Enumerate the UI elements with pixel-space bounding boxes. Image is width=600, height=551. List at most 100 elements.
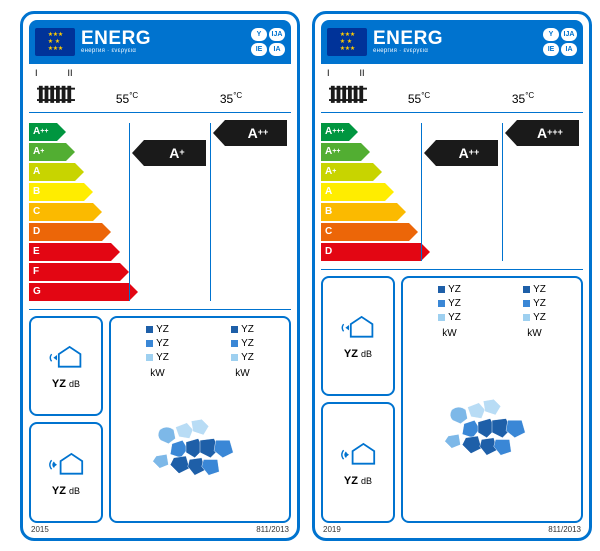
scale-bar: B: [29, 183, 84, 201]
scale-bar: A: [321, 183, 385, 201]
energy-label: ★ ★ ★★ ★★ ★ ★ENERGенергия · ενεργειαYIJA…: [20, 11, 300, 541]
temp-columns: 55°C 35°C: [75, 91, 283, 106]
lang-code: Y: [251, 28, 267, 41]
rating-pointer-low: A++: [225, 120, 287, 146]
rating-col-low: A+++: [502, 123, 583, 261]
model-field: II: [360, 68, 365, 78]
sound-value: YZ dB: [344, 348, 372, 360]
bottom-zone: YZ dB YZ dB YZYZYZYZYZYZkWkW: [321, 276, 583, 523]
bottom-zone: YZ dBYZ dBYZYZYZYZYZYZkWkW: [29, 316, 291, 523]
temp-low: 35°C: [220, 91, 242, 106]
color-square-icon: [523, 300, 530, 307]
efficiency-scale-zone: A++ A+ ABCDEFGA+ A++: [29, 119, 291, 310]
label-footer: 2015 811/2013: [23, 523, 297, 538]
power-cell: YZ: [407, 284, 492, 295]
radiator-icon: [37, 82, 75, 106]
power-unit: kW: [115, 366, 200, 379]
sound-indoor-box: YZ dB: [29, 316, 103, 417]
scale-bar: C: [29, 203, 93, 221]
sound-outdoor-icon: [340, 438, 376, 471]
year-text: 2015: [31, 525, 49, 534]
efficiency-scale: A++A+ABCDEFG: [29, 123, 129, 301]
color-square-icon: [231, 326, 238, 333]
temp-low: 35°C: [512, 91, 534, 106]
scale-bar: A: [29, 163, 75, 181]
temp-high: 55°C: [116, 91, 138, 106]
column-header: 55°C 35°C: [321, 80, 583, 113]
rating-col-high: A++: [421, 123, 502, 261]
color-square-icon: [438, 314, 445, 321]
color-square-icon: [146, 340, 153, 347]
sound-indoor-icon: [48, 341, 84, 374]
sound-indoor-icon: [340, 311, 376, 344]
lang-code: IE: [251, 43, 267, 56]
power-cell: YZ: [407, 312, 492, 323]
lang-codes: YIJAIEIA: [251, 28, 285, 56]
label-header: ★ ★ ★★ ★★ ★ ★ENERGенергия · ενεργειαYIJA…: [29, 20, 291, 64]
efficiency-scale-zone: A+++A++A+ABCDA++A+++: [321, 119, 583, 270]
power-cell: YZ: [492, 284, 577, 295]
eu-flag-icon: ★ ★ ★★ ★★ ★ ★: [35, 28, 75, 56]
color-square-icon: [523, 314, 530, 321]
power-grid: YZYZYZYZYZYZkWkW: [407, 284, 577, 339]
scale-bar: A+++: [321, 123, 349, 141]
energ-subtitle: енергия · ενεργεια: [81, 48, 245, 54]
regulation-text: 811/2013: [548, 525, 581, 534]
label-header: ★ ★ ★★ ★★ ★ ★ENERGенергия · ενεργειαYIJA…: [321, 20, 583, 64]
power-cell: YZ: [407, 298, 492, 309]
supplier-row: III: [23, 64, 297, 80]
color-square-icon: [231, 340, 238, 347]
lang-code: Y: [543, 28, 559, 41]
energ-word: ENERG: [373, 29, 537, 48]
sound-column: YZ dB YZ dB: [321, 276, 395, 523]
color-square-icon: [523, 286, 530, 293]
power-box: YZYZYZYZYZYZkWkW: [109, 316, 291, 523]
scale-bar: G: [29, 283, 129, 301]
scale-bar: A++: [29, 123, 57, 141]
regulation-text: 811/2013: [256, 525, 289, 534]
supplier-field: I: [327, 68, 330, 78]
scale-bar: B: [321, 203, 397, 221]
color-square-icon: [146, 354, 153, 361]
lang-code: IA: [561, 43, 577, 56]
scale-bar: D: [321, 243, 421, 261]
energ-subtitle: енергия · ενεργεια: [373, 48, 537, 54]
power-cell: YZ: [115, 324, 200, 335]
eu-map-icon: [407, 339, 577, 515]
scale-bar: A+: [321, 163, 373, 181]
sound-value: YZ dB: [52, 378, 80, 390]
rating-columns: A++A+++: [421, 123, 583, 261]
rating-columns: A+ A++: [129, 123, 291, 301]
power-cell: YZ: [200, 352, 285, 363]
sound-outdoor-box: YZ dB: [29, 422, 103, 523]
power-cell: YZ: [492, 298, 577, 309]
power-unit: kW: [492, 326, 577, 339]
energy-label: ★ ★ ★★ ★★ ★ ★ENERGенергия · ενεργειαYIJA…: [312, 11, 592, 541]
sound-indoor-box: YZ dB: [321, 276, 395, 397]
scale-bar: A++: [321, 143, 361, 161]
supplier-row: III: [315, 64, 589, 80]
lang-codes: YIJAIEIA: [543, 28, 577, 56]
lang-code: IJA: [269, 28, 285, 41]
rating-pointer-high: A+: [144, 140, 206, 166]
model-field: II: [68, 68, 73, 78]
sound-outdoor-box: YZ dB: [321, 402, 395, 523]
power-unit: kW: [200, 366, 285, 379]
power-cell: YZ: [200, 324, 285, 335]
power-grid: YZYZYZYZYZYZkWkW: [115, 324, 285, 379]
rating-col-low: A++: [210, 123, 291, 301]
lang-code: IJA: [561, 28, 577, 41]
power-box: YZYZYZYZYZYZkWkW: [401, 276, 583, 523]
scale-bar: E: [29, 243, 111, 261]
scale-bar: D: [29, 223, 102, 241]
power-cell: YZ: [200, 338, 285, 349]
radiator-icon: [329, 82, 367, 106]
sound-column: YZ dB YZ dB: [29, 316, 103, 523]
temp-high: 55°C: [408, 91, 430, 106]
scale-bar: F: [29, 263, 120, 281]
power-unit: kW: [407, 326, 492, 339]
sound-outdoor-icon: [48, 448, 84, 481]
color-square-icon: [231, 354, 238, 361]
temp-columns: 55°C 35°C: [367, 91, 575, 106]
color-square-icon: [146, 326, 153, 333]
